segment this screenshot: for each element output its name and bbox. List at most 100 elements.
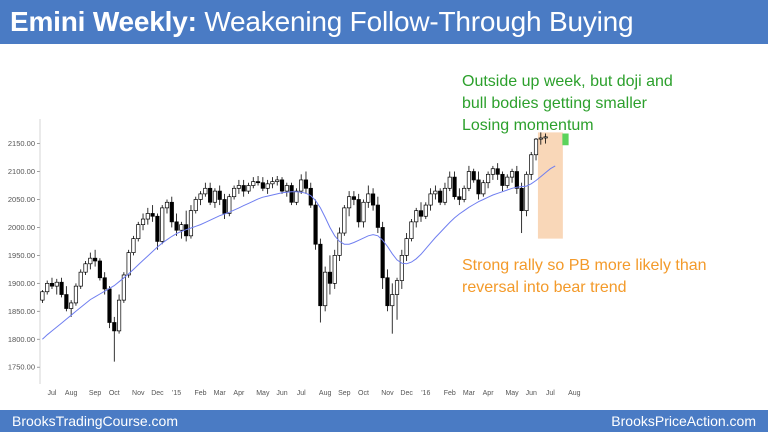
x-tick-label: May (256, 390, 270, 397)
highlight-box (537, 132, 563, 239)
candle-body (126, 252, 131, 276)
candle-body (332, 255, 337, 284)
x-tick-label: Aug (65, 390, 78, 397)
weekly-candlestick-chart: 1750.00 1800.00 1850.00 1900.00 1950.00 2000.… (8, 119, 581, 397)
footer-left-site[interactable]: BrooksTradingCourse.com (12, 413, 178, 429)
x-tick-label: Apr (483, 390, 495, 397)
candle-body (83, 263, 88, 273)
x-tick-label: '15 (172, 390, 181, 397)
candle-body (366, 193, 371, 203)
y-tick-label: 2050.00 (8, 195, 35, 204)
candle-body (64, 294, 69, 309)
candle-body (543, 136, 548, 139)
candle-body (438, 190, 443, 203)
annotation-momentum-line: Losing momentum (462, 117, 594, 134)
candle-body (121, 274, 126, 301)
candle-body (375, 204, 380, 228)
page-title: Emini Weekly: Weakening Follow-Through B… (10, 5, 634, 39)
candle-body (255, 181, 261, 184)
title-bar: Emini Weekly: Weakening Follow-Through B… (0, 0, 768, 44)
annotation-pullback: Strong rally so PB more likely than reve… (462, 255, 707, 299)
candle-body (356, 199, 361, 223)
candle-body (404, 238, 409, 256)
candle-body (442, 187, 448, 203)
candle-body (107, 288, 112, 323)
x-tick-label: Jul (297, 390, 306, 397)
x-tick-label: Dec (151, 390, 164, 397)
x-tick-label: Feb (444, 390, 456, 397)
candle-body (466, 171, 471, 189)
x-tick-label: Aug (319, 390, 332, 397)
candle-body (169, 201, 174, 223)
candle-body (380, 227, 385, 279)
candle-body (327, 271, 333, 284)
candle-body (246, 185, 251, 192)
candle-body (428, 193, 433, 206)
x-tick-label: Mar (214, 390, 227, 397)
annotation-momentum: Outside up week, but doji and bull bodie… (462, 71, 673, 137)
y-tick-label: 1750.00 (8, 363, 35, 372)
candle-body (524, 173, 529, 212)
candle-body (481, 182, 486, 195)
candle-body (462, 187, 467, 200)
candle-body (188, 210, 194, 237)
annotation-pullback-line: reversal into bear trend (462, 279, 627, 296)
candle-body (217, 190, 222, 200)
candle-body (275, 179, 280, 182)
candle-body (49, 283, 55, 287)
candle-body (88, 257, 93, 265)
candle-body (414, 210, 419, 223)
candle-body (227, 196, 232, 214)
candle-body (140, 218, 146, 225)
x-tick-label: Jul (546, 390, 555, 397)
candle-body (351, 196, 356, 200)
y-tick-label: 2000.00 (8, 223, 35, 232)
candle-body (519, 187, 524, 212)
candle-body (150, 213, 155, 217)
candle-body (294, 190, 299, 203)
candles (40, 132, 548, 362)
candle-body (490, 168, 495, 175)
candle-body (117, 299, 122, 332)
candle-body (509, 171, 515, 178)
candle-body (409, 221, 414, 239)
footer-bar: BrooksTradingCourse.com BrooksPriceActio… (0, 410, 768, 432)
candle-body (452, 176, 457, 198)
candle-body (486, 173, 491, 184)
candle-body (40, 291, 45, 301)
annotation-momentum-line: Outside up week, but doji and (462, 73, 673, 90)
candle-body (337, 232, 342, 256)
candle-body (347, 196, 352, 209)
candle-body (251, 181, 256, 186)
candle-body (198, 193, 203, 200)
candle-body (318, 243, 323, 307)
annotation-pullback-line: Strong rally so PB more likely than (462, 257, 707, 274)
candle-body (270, 181, 275, 185)
y-tick-label: 2100.00 (8, 167, 35, 176)
candle-body (495, 168, 500, 175)
x-tick-label: Sep (89, 390, 102, 397)
candle-body (299, 179, 304, 192)
y-axis: 1750.00 1800.00 1850.00 1900.00 1950.00 2000.… (8, 119, 41, 384)
moving-average-layer (42, 165, 556, 340)
candle-body (433, 190, 438, 195)
x-tick-label: Oct (358, 390, 369, 397)
x-tick-label: Oct (109, 390, 120, 397)
x-tick-label: Nov (381, 390, 394, 397)
candle-body (54, 281, 59, 287)
candle-body (394, 280, 400, 295)
x-tick-label: Nov (132, 390, 145, 397)
candle-body (284, 185, 289, 192)
y-tick-label: 2150.00 (8, 139, 35, 148)
candle-body (265, 183, 270, 189)
candle-body (423, 204, 428, 217)
candle-body (193, 199, 198, 212)
candle-body (174, 221, 179, 231)
candle-body (164, 201, 170, 209)
candle-body (208, 187, 213, 203)
footer-right-site[interactable]: BrooksPriceAction.com (611, 413, 756, 429)
x-tick-label: Jul (48, 390, 57, 397)
candle-body (471, 171, 476, 181)
candle-body (131, 238, 136, 253)
candle-body (203, 187, 208, 195)
